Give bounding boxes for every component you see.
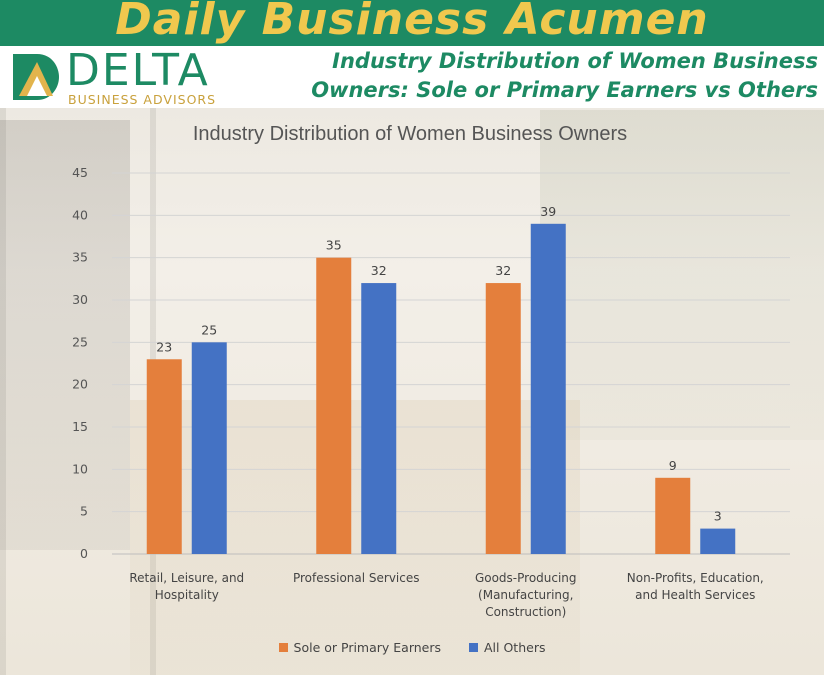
- delta-logo-icon: [13, 54, 59, 100]
- bar-others: [700, 528, 736, 554]
- data-label: 35: [326, 238, 342, 253]
- subtitle-line-1: Industry Distribution of Women Business: [332, 49, 818, 73]
- data-label: 3: [714, 509, 722, 524]
- header-banner: Daily Business Acumen: [0, 0, 824, 46]
- x-tick-label: Hospitality: [155, 588, 219, 602]
- data-label: 32: [495, 263, 511, 278]
- x-tick-label: Goods-Producing: [475, 571, 577, 585]
- bar-others: [361, 283, 397, 554]
- x-tick-label: Non-Profits, Education,: [627, 571, 764, 585]
- y-tick-label: 30: [72, 292, 88, 307]
- data-label: 23: [156, 339, 172, 354]
- y-tick-label: 15: [72, 419, 88, 434]
- y-tick-label: 45: [72, 165, 88, 180]
- y-tick-label: 10: [72, 461, 88, 476]
- chart-legend: Sole or Primary Earners All Others: [0, 640, 824, 655]
- y-tick-label: 20: [72, 377, 88, 392]
- header-subtitle: Industry Distribution of Women Business …: [218, 47, 818, 105]
- data-label: 39: [540, 204, 556, 219]
- bar-others: [191, 342, 227, 554]
- data-label: 25: [201, 322, 217, 337]
- y-tick-label: 35: [72, 250, 88, 265]
- bar-sole: [655, 477, 691, 554]
- y-tick-label: 0: [80, 546, 88, 561]
- bar-sole: [316, 257, 352, 554]
- window-frame: [0, 120, 130, 550]
- legend-item-sole: Sole or Primary Earners: [278, 640, 442, 655]
- x-tick-label: Construction): [485, 605, 566, 619]
- y-tick-label: 25: [72, 334, 88, 349]
- x-tick-label: Retail, Leisure, and: [129, 571, 244, 585]
- x-tick-label: and Health Services: [635, 588, 755, 602]
- logo-tagline: BUSINESS ADVISORS: [68, 92, 217, 107]
- legend-label-others: All Others: [484, 640, 546, 655]
- banner-title: Daily Business Acumen: [115, 0, 709, 45]
- bar-sole: [146, 359, 182, 554]
- subtitle-line-2: Owners: Sole or Primary Earners vs Other…: [311, 78, 818, 102]
- x-tick-label: Professional Services: [293, 571, 420, 585]
- legend-swatch-others: [469, 643, 478, 652]
- bar-others: [530, 223, 566, 555]
- legend-swatch-sole: [278, 643, 288, 652]
- y-tick-label: 40: [72, 207, 88, 222]
- data-label: 32: [371, 263, 387, 278]
- data-label: 9: [669, 458, 677, 473]
- legend-label-sole: Sole or Primary Earners: [293, 640, 442, 655]
- y-tick-label: 5: [80, 504, 88, 519]
- bar-sole: [485, 283, 521, 554]
- legend-item-others: All Others: [469, 640, 545, 655]
- x-tick-label: (Manufacturing,: [478, 588, 573, 602]
- chart-title: Industry Distribution of Women Business …: [192, 123, 628, 145]
- logo-band: [0, 46, 824, 108]
- logo-wordmark: DELTA: [66, 45, 210, 96]
